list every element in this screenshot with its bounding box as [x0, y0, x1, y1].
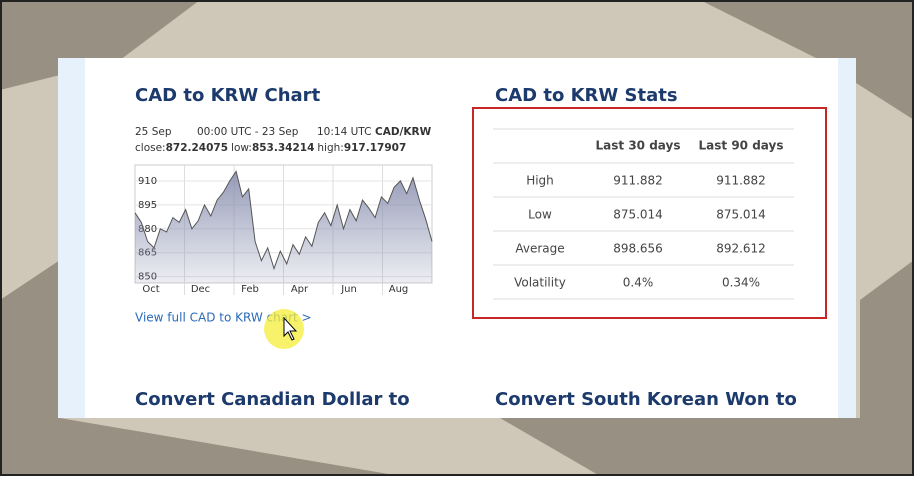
ohlc: close:872.24075 low:853.34214 high:917.179…	[135, 142, 406, 154]
time: 10:14 UTC	[317, 126, 371, 138]
y-tick-label: 880	[138, 224, 157, 235]
row-label: Volatility	[514, 276, 566, 290]
row-label: Average	[515, 242, 564, 256]
x-tick-label: Dec	[191, 284, 210, 295]
cursor	[283, 316, 298, 341]
row-label: Low	[528, 208, 552, 222]
cell: 875.014	[716, 208, 766, 222]
column-header: Last 30 days	[596, 139, 681, 153]
cell: 0.34%	[722, 276, 760, 290]
value: 853.34214	[252, 142, 314, 154]
mini-chart: 850865880895910OctDecFebAprJunAug	[134, 164, 433, 295]
cell: 892.612	[716, 242, 766, 256]
panel-edge	[58, 58, 85, 418]
column-header: Last 90 days	[699, 139, 784, 153]
cell: 898.656	[613, 242, 663, 256]
cell: 911.882	[613, 174, 663, 188]
area	[135, 171, 432, 283]
stats-table: Last 30 days Last 90 days High 911.882 911.8…	[493, 128, 794, 300]
x-tick-label: Jun	[340, 284, 357, 295]
x-tick-label: Oct	[142, 284, 159, 295]
x-tick-label: Feb	[241, 284, 259, 295]
value: 917.17907	[344, 142, 406, 154]
line	[134, 170, 433, 271]
label: high:	[317, 142, 343, 154]
panel-edge	[838, 58, 856, 418]
section-heading: Convert South Korean Won to	[495, 389, 797, 410]
x-tick-label: Apr	[291, 284, 309, 295]
range: 00:00 UTC - 23 Sep	[197, 126, 299, 138]
highlight-box	[472, 107, 827, 319]
cell: 875.014	[613, 208, 663, 222]
label: close:	[135, 142, 166, 154]
row-label: High	[526, 174, 554, 188]
cell: 911.882	[716, 174, 766, 188]
x-tick-label: Aug	[389, 284, 409, 295]
value: 872.24075	[166, 142, 228, 154]
label: low:	[231, 142, 252, 154]
section-heading: Convert Canadian Dollar to	[135, 389, 410, 410]
start: 25 Sep	[135, 126, 172, 138]
y-tick-label: 910	[138, 176, 157, 187]
cell: 0.4%	[623, 276, 654, 290]
y-tick-label: 895	[138, 200, 157, 211]
chart-title: CAD to KRW Chart	[135, 85, 321, 106]
stats-title: CAD to KRW Stats	[495, 85, 678, 106]
pair: CAD/KRW	[375, 126, 432, 138]
